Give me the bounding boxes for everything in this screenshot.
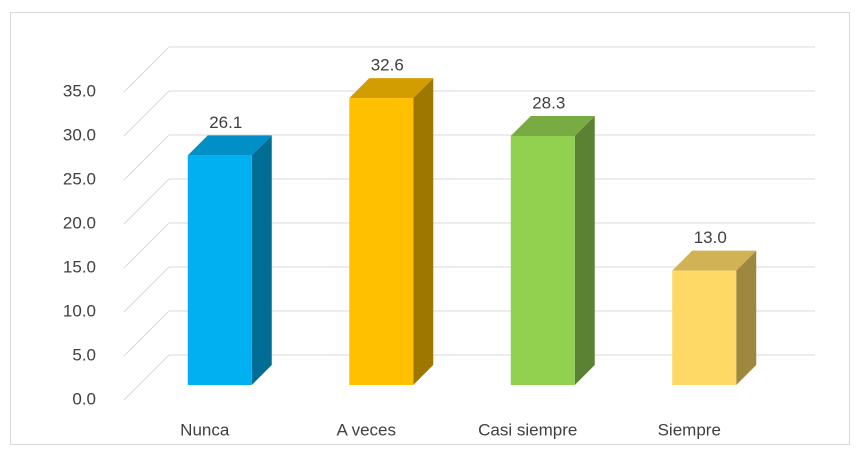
grid-line-side — [123, 354, 170, 401]
y-tick-label: 20.0 — [63, 213, 96, 232]
y-tick-label: 5.0 — [72, 345, 96, 364]
y-tick-label: 25.0 — [63, 169, 96, 188]
grid-line-side — [123, 222, 170, 269]
value-label: 28.3 — [532, 93, 565, 112]
grid-line-side — [123, 178, 170, 225]
y-tick-label: 30.0 — [63, 125, 96, 144]
bar-side — [736, 250, 757, 385]
grid-line-side — [123, 134, 170, 181]
x-tick-label: Siempre — [658, 420, 721, 439]
bar — [187, 155, 252, 385]
bar-side — [574, 115, 595, 386]
bar-side — [413, 78, 434, 386]
bar — [510, 135, 575, 385]
y-tick-label: 15.0 — [63, 257, 96, 276]
x-tick-label: Casi siempre — [478, 420, 577, 439]
bar-side — [251, 135, 272, 385]
grid-line-side — [123, 310, 170, 357]
grid-line-side — [123, 266, 170, 313]
value-label: 26.1 — [209, 113, 242, 132]
y-tick-label: 0.0 — [72, 389, 96, 408]
y-tick-label: 10.0 — [63, 301, 96, 320]
bar — [672, 270, 737, 385]
bar-top — [672, 250, 757, 271]
grid-line-side — [123, 46, 170, 93]
x-tick-label: Nunca — [180, 420, 230, 439]
x-tick-label: A veces — [336, 420, 396, 439]
bar-top — [187, 135, 272, 156]
bar — [349, 98, 414, 386]
value-label: 13.0 — [694, 228, 727, 247]
bar-top — [510, 115, 595, 136]
bar-top — [349, 78, 434, 99]
y-tick-label: 35.0 — [63, 81, 96, 100]
grid-line-side — [123, 90, 170, 137]
value-label: 32.6 — [371, 56, 404, 75]
